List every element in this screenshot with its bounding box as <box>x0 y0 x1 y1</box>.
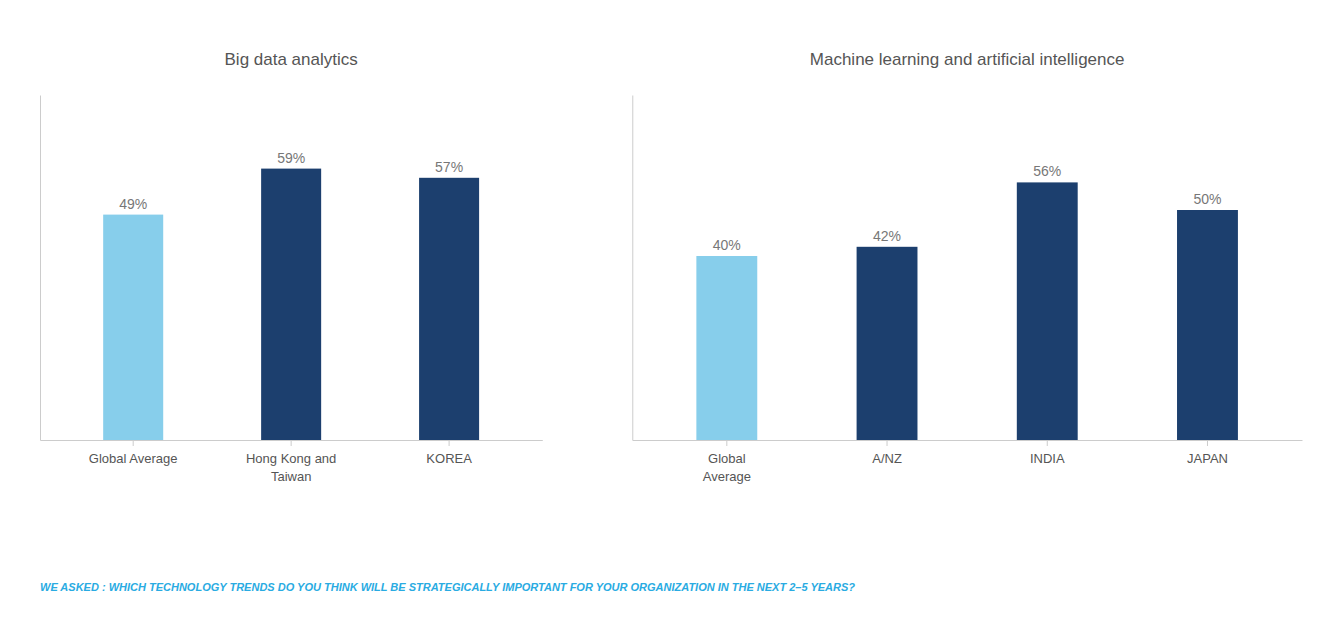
y-axis <box>632 96 633 441</box>
x-tick-label: JAPAN <box>1187 451 1228 466</box>
bar <box>419 178 479 440</box>
x-tick-mark <box>1047 440 1048 446</box>
data-label: 49% <box>119 196 147 212</box>
x-tick-mark <box>887 440 888 446</box>
x-tick: JAPAN <box>1187 440 1228 466</box>
x-tick-label-line: INDIA <box>1030 451 1065 466</box>
bar <box>1177 210 1238 440</box>
x-tick-mark <box>1207 440 1208 446</box>
x-tick: INDIA <box>1030 440 1065 466</box>
x-tick-label: Hong Kong and Taiwan <box>246 451 336 484</box>
x-axis: Global Average A/NZ INDIA JAPAN <box>633 440 1303 484</box>
data-label: 59% <box>277 150 305 166</box>
x-tick-label: KOREA <box>426 451 472 466</box>
x-tick: A/NZ <box>872 440 902 466</box>
data-label: 40% <box>713 237 741 253</box>
chart-title: Big data analytics <box>225 50 358 69</box>
bar <box>696 256 757 440</box>
x-tick-label-line: Average <box>703 469 751 484</box>
y-axis-line <box>632 96 633 441</box>
x-tick-label-line: KOREA <box>426 451 472 466</box>
data-label: 50% <box>1193 191 1221 207</box>
x-tick-label-line: Hong Kong and <box>246 451 336 466</box>
x-tick-mark <box>449 440 450 446</box>
x-tick-mark <box>133 440 134 446</box>
x-tick-label: Global Average <box>703 451 751 484</box>
footnote: WE ASKED : WHICH TECHNOLOGY TRENDS DO YO… <box>40 581 855 593</box>
chart-root: Big data analytics 49% 59% 57% Global Averag… <box>0 0 1332 621</box>
data-label: 42% <box>873 228 901 244</box>
x-tick-label-line: A/NZ <box>872 451 902 466</box>
panel: Machine learning and artificial intellig… <box>633 50 1303 484</box>
y-axis-line <box>40 96 41 441</box>
bar <box>1017 182 1078 440</box>
data-label: 57% <box>435 159 463 175</box>
bar <box>103 215 163 440</box>
bars <box>103 169 479 440</box>
x-tick-mark <box>726 440 727 446</box>
x-tick: KOREA <box>426 440 472 466</box>
x-axis-line <box>633 440 1303 441</box>
x-tick-label-line: Global <box>708 451 746 466</box>
data-labels: 49% 59% 57% <box>119 150 463 212</box>
bar <box>261 169 321 440</box>
x-tick-mark <box>291 440 292 446</box>
x-tick-label-line: JAPAN <box>1187 451 1228 466</box>
x-tick-label-line: Taiwan <box>271 469 311 484</box>
panel: Big data analytics 49% 59% 57% Global Averag… <box>41 50 543 484</box>
data-labels: 40% 42% 56% 50% <box>713 163 1222 253</box>
x-tick-label-line: Global Average <box>89 451 178 466</box>
x-axis: Global Average Hong Kong and Taiwan KOREA <box>41 440 543 484</box>
x-tick: Global Average <box>703 440 751 484</box>
x-tick-label: Global Average <box>89 451 178 466</box>
x-tick: Hong Kong and Taiwan <box>246 440 336 484</box>
data-label: 56% <box>1033 163 1061 179</box>
bar <box>857 247 918 440</box>
y-axis <box>40 96 41 441</box>
x-tick: Global Average <box>89 440 178 466</box>
x-tick-label: A/NZ <box>872 451 902 466</box>
bars <box>696 182 1238 440</box>
chart-title: Machine learning and artificial intellig… <box>810 50 1125 69</box>
x-tick-label: INDIA <box>1030 451 1065 466</box>
